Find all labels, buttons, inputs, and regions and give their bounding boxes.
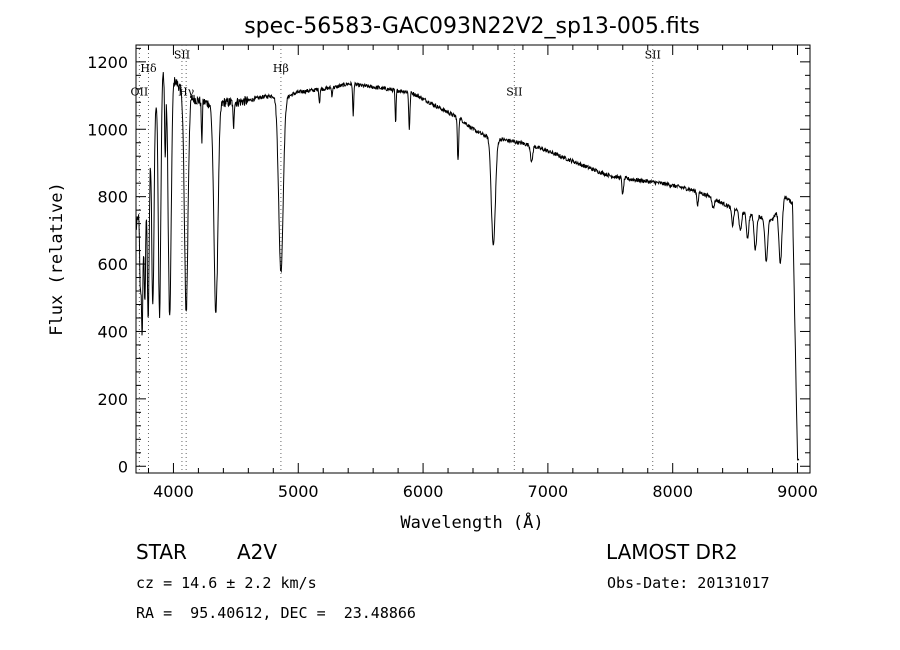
line-marker-label: SII: [174, 48, 190, 61]
x-tick-label: 4000: [153, 482, 194, 501]
y-axis-ticks: 0 200 400 600 800 1000 1200: [87, 47, 810, 476]
x-tick-label: 5000: [278, 482, 319, 501]
survey-name: LAMOST DR2: [606, 540, 738, 564]
coordinates: RA = 95.40612, DEC = 23.48866: [136, 604, 416, 622]
x-axis-ticks: 4000 5000 6000 7000 8000 9000: [147, 45, 818, 501]
x-tick-label: 6000: [403, 482, 444, 501]
spectrum-plot: spec-56583-GAC093N22V2_sp13-005.fits OII…: [47, 14, 818, 533]
y-tick-label: 200: [97, 390, 128, 409]
spectrum-line: [135, 72, 800, 461]
line-marker-label: Hβ: [273, 62, 289, 75]
object-type: STAR: [136, 540, 187, 564]
y-tick-label: 0: [118, 457, 128, 476]
y-tick-label: 800: [97, 188, 128, 207]
line-markers: OII Hδ SII Hγ Hβ SII SII: [131, 45, 661, 473]
line-marker-label: SII: [506, 86, 522, 99]
y-tick-label: 1200: [87, 53, 128, 72]
x-axis-label: Wavelength (Å): [400, 511, 543, 533]
y-axis-label: Flux (relative): [47, 182, 67, 336]
line-marker-label: Hδ: [140, 62, 157, 75]
redshift-cz: cz = 14.6 ± 2.2 km/s: [136, 574, 317, 592]
line-marker-label: OII: [131, 86, 149, 99]
y-tick-label: 400: [97, 322, 128, 341]
y-tick-label: 600: [97, 255, 128, 274]
plot-frame: [135, 44, 811, 474]
chart-title: spec-56583-GAC093N22V2_sp13-005.fits: [244, 14, 700, 39]
x-tick-label: 9000: [777, 482, 818, 501]
x-tick-label: 7000: [528, 482, 569, 501]
obs-date: Obs-Date: 20131017: [607, 574, 770, 592]
y-tick-label: 1000: [87, 120, 128, 139]
line-marker-label: Hγ: [178, 86, 195, 99]
x-tick-label: 8000: [652, 482, 693, 501]
line-marker-label: SII: [645, 48, 661, 61]
object-subclass: A2V: [237, 540, 278, 564]
